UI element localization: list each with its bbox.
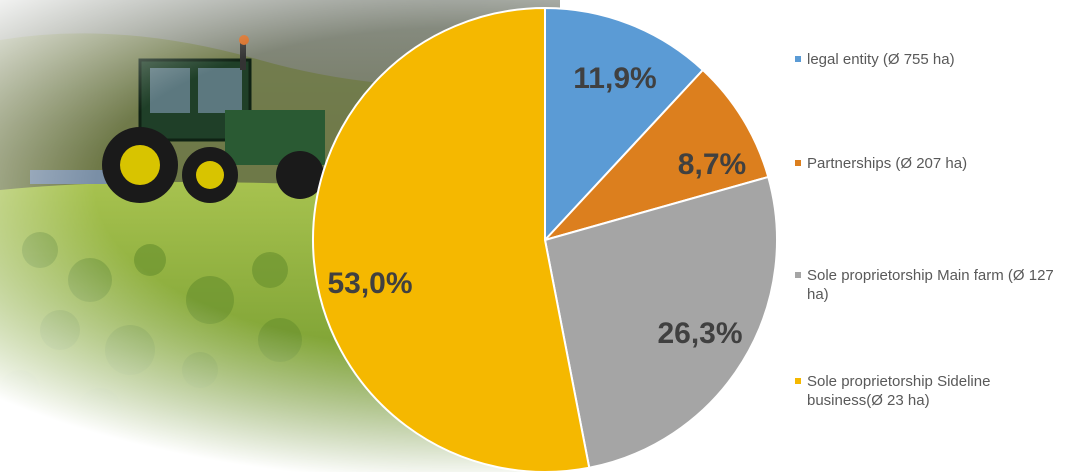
legend-label-2: Sole proprietorship Main farm (Ø 127 ha) <box>807 267 1054 303</box>
slice-label-2: 26,3% <box>657 317 742 350</box>
legend-marker-3 <box>795 378 801 384</box>
slice-labels: 11,9% 8,7% 26,3% 53,0% <box>327 62 746 350</box>
legend-item-3: Sole proprietorship Sideline business(Ø … <box>795 372 1065 410</box>
legend-item-1: Partnerships (Ø 207 ha) <box>795 154 1065 173</box>
slice-label-0: 11,9% <box>573 62 656 95</box>
pie-slice-2 <box>543 175 778 469</box>
legend-item-2: Sole proprietorship Main farm (Ø 127 ha) <box>795 266 1065 304</box>
legend-label-3: Sole proprietorship Sideline business(Ø … <box>807 373 991 409</box>
legend-label-0: legal entity (Ø 755 ha) <box>807 51 955 68</box>
legend-label-1: Partnerships (Ø 207 ha) <box>807 155 968 172</box>
pie-slice-0 <box>544 6 705 243</box>
legend-marker-2 <box>795 272 801 278</box>
legend-item-0: legal entity (Ø 755 ha) <box>795 50 1065 69</box>
pie-slices <box>312 6 778 472</box>
legend-marker-1 <box>795 160 801 166</box>
legend-marker-0 <box>795 56 801 62</box>
slice-label-3: 53,0% <box>327 267 412 300</box>
pie-slice-1 <box>541 68 770 242</box>
slice-label-1: 8,7% <box>678 148 746 181</box>
pie-slice-3 <box>312 6 591 472</box>
